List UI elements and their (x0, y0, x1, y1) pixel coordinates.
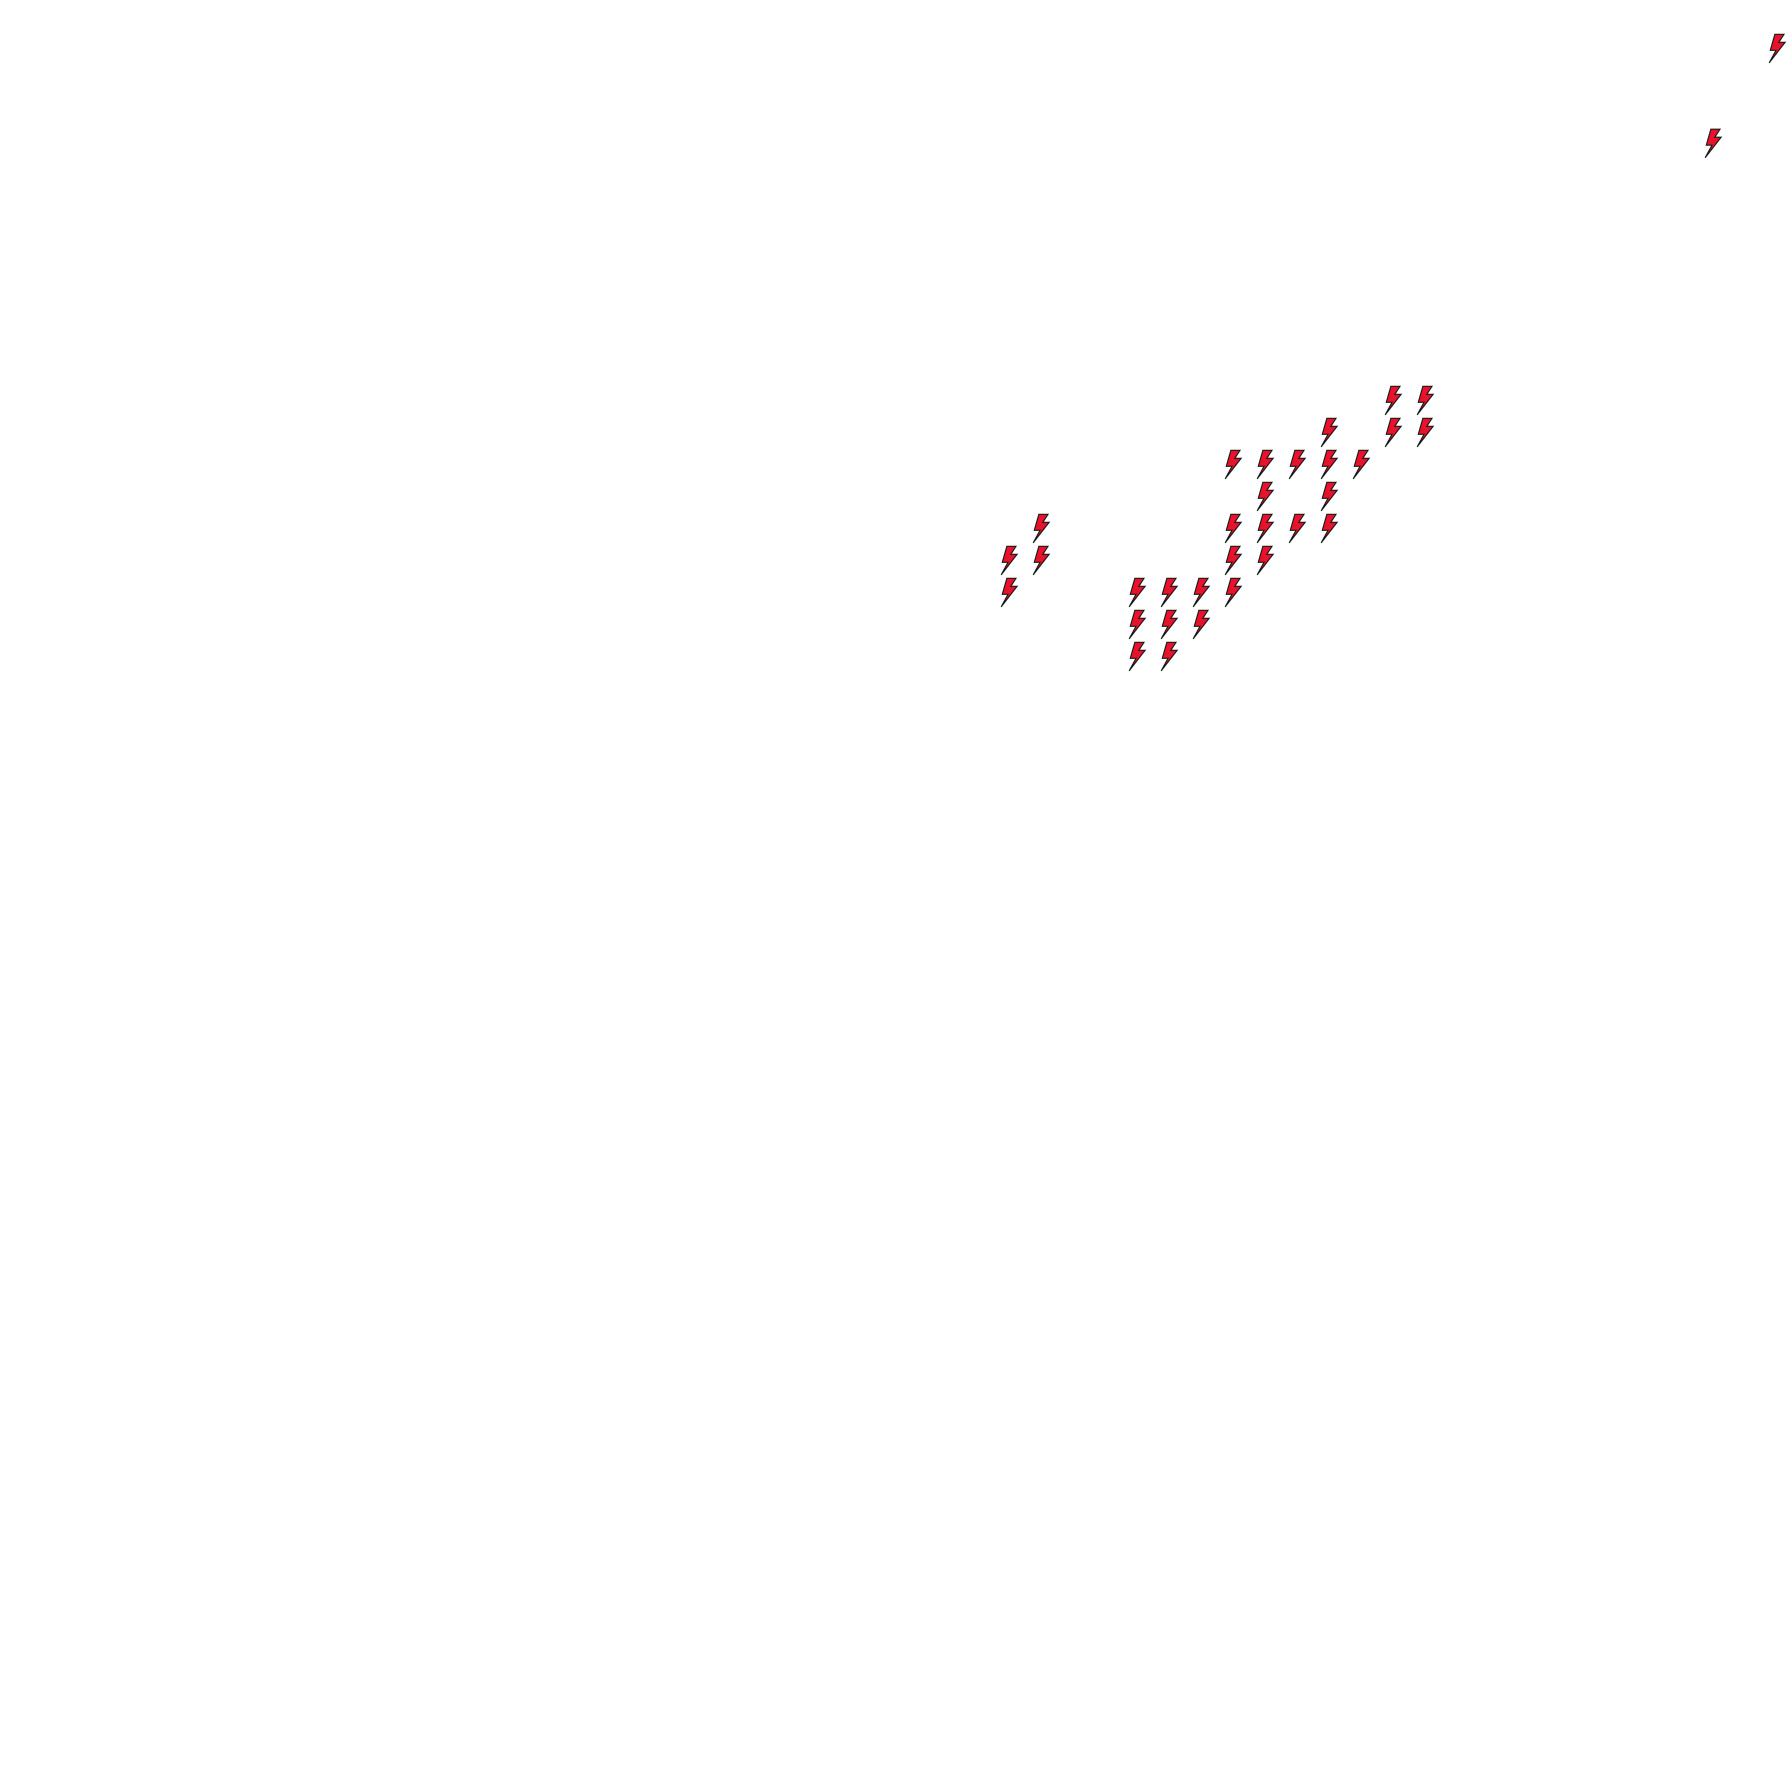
map-canvas (0, 0, 1792, 1792)
map-background (0, 0, 1792, 1792)
page: (() => { const g = document.getElementBy… (0, 0, 1792, 1792)
